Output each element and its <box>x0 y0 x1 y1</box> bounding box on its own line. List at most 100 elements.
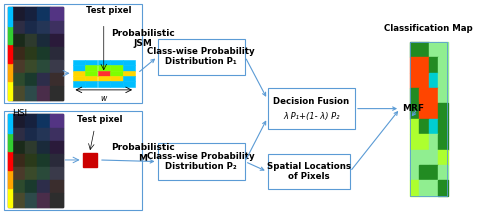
Bar <box>410 42 420 57</box>
Text: Decision Fusion: Decision Fusion <box>273 97 349 106</box>
Bar <box>428 165 438 180</box>
Bar <box>50 60 62 73</box>
Bar <box>24 114 37 128</box>
Bar <box>24 73 37 86</box>
Text: Probabilistic
JSM: Probabilistic JSM <box>110 29 174 48</box>
Bar <box>122 76 135 81</box>
Bar <box>85 65 98 71</box>
Bar <box>410 150 420 165</box>
Bar <box>420 103 429 119</box>
Bar <box>8 114 62 207</box>
Bar <box>50 154 62 167</box>
Bar <box>12 34 24 47</box>
FancyBboxPatch shape <box>158 143 245 180</box>
Bar <box>24 128 37 141</box>
Bar <box>438 150 448 165</box>
Bar <box>37 60 50 73</box>
Bar <box>37 21 50 34</box>
Bar <box>24 47 37 60</box>
FancyBboxPatch shape <box>4 4 141 103</box>
Bar <box>85 81 98 87</box>
Bar <box>72 81 85 87</box>
FancyBboxPatch shape <box>268 88 355 129</box>
Bar <box>8 81 12 100</box>
Bar <box>12 128 24 141</box>
Bar <box>12 47 24 60</box>
Bar <box>12 60 24 73</box>
Bar <box>50 114 62 128</box>
Bar <box>50 47 62 60</box>
Bar <box>24 167 37 180</box>
Bar <box>410 103 420 119</box>
Bar <box>110 65 122 71</box>
Bar <box>37 73 50 86</box>
Bar <box>428 134 438 150</box>
Bar <box>37 47 50 60</box>
Bar <box>37 34 50 47</box>
Text: Probabilistic
M: Probabilistic M <box>110 143 174 163</box>
Bar <box>37 167 50 180</box>
Bar <box>122 65 135 71</box>
Bar <box>410 134 420 150</box>
Bar <box>8 151 12 170</box>
Bar <box>428 103 438 119</box>
Bar <box>37 128 50 141</box>
Bar <box>8 7 62 100</box>
Bar <box>37 180 50 193</box>
Bar <box>98 71 110 76</box>
Bar <box>8 7 12 26</box>
Bar <box>428 180 438 196</box>
Bar <box>12 154 24 167</box>
Bar <box>72 76 85 81</box>
Bar <box>428 42 438 57</box>
Bar <box>8 188 12 207</box>
Bar <box>438 88 448 103</box>
Bar <box>420 134 429 150</box>
Text: Class-wise Probability
Distribution P₁: Class-wise Probability Distribution P₁ <box>148 47 255 66</box>
Text: HSI: HSI <box>12 109 28 118</box>
Bar <box>420 57 429 73</box>
Bar <box>72 71 85 76</box>
Text: w: w <box>100 94 107 103</box>
Bar <box>438 57 448 73</box>
Bar <box>420 73 429 88</box>
Bar <box>37 7 50 21</box>
Bar <box>12 86 24 100</box>
Bar <box>72 60 85 65</box>
Bar <box>12 21 24 34</box>
Bar <box>50 193 62 207</box>
FancyBboxPatch shape <box>158 39 245 75</box>
Bar <box>438 73 448 88</box>
Bar <box>8 170 12 188</box>
FancyBboxPatch shape <box>4 111 141 210</box>
Bar <box>122 71 135 76</box>
Bar <box>12 73 24 86</box>
Bar <box>12 180 24 193</box>
Bar <box>37 193 50 207</box>
Text: Classification Map: Classification Map <box>384 24 473 33</box>
Bar <box>24 60 37 73</box>
Text: λ P₁+(1- λ) P₂: λ P₁+(1- λ) P₂ <box>283 112 340 121</box>
Bar <box>50 167 62 180</box>
Bar <box>98 60 110 65</box>
Bar <box>110 60 122 65</box>
Bar <box>438 180 448 196</box>
Bar <box>85 71 98 76</box>
Bar <box>420 180 429 196</box>
Bar <box>410 119 420 134</box>
Bar <box>82 153 96 167</box>
Bar <box>50 21 62 34</box>
Bar <box>428 73 438 88</box>
Text: MRF: MRF <box>402 104 424 113</box>
Bar <box>24 180 37 193</box>
Bar <box>438 42 448 57</box>
Bar <box>98 81 110 87</box>
Bar <box>85 76 98 81</box>
Bar <box>420 42 429 57</box>
Bar <box>438 103 448 119</box>
Bar <box>122 81 135 87</box>
Bar <box>50 86 62 100</box>
Bar <box>37 154 50 167</box>
Bar <box>12 141 24 154</box>
Bar <box>12 114 24 128</box>
